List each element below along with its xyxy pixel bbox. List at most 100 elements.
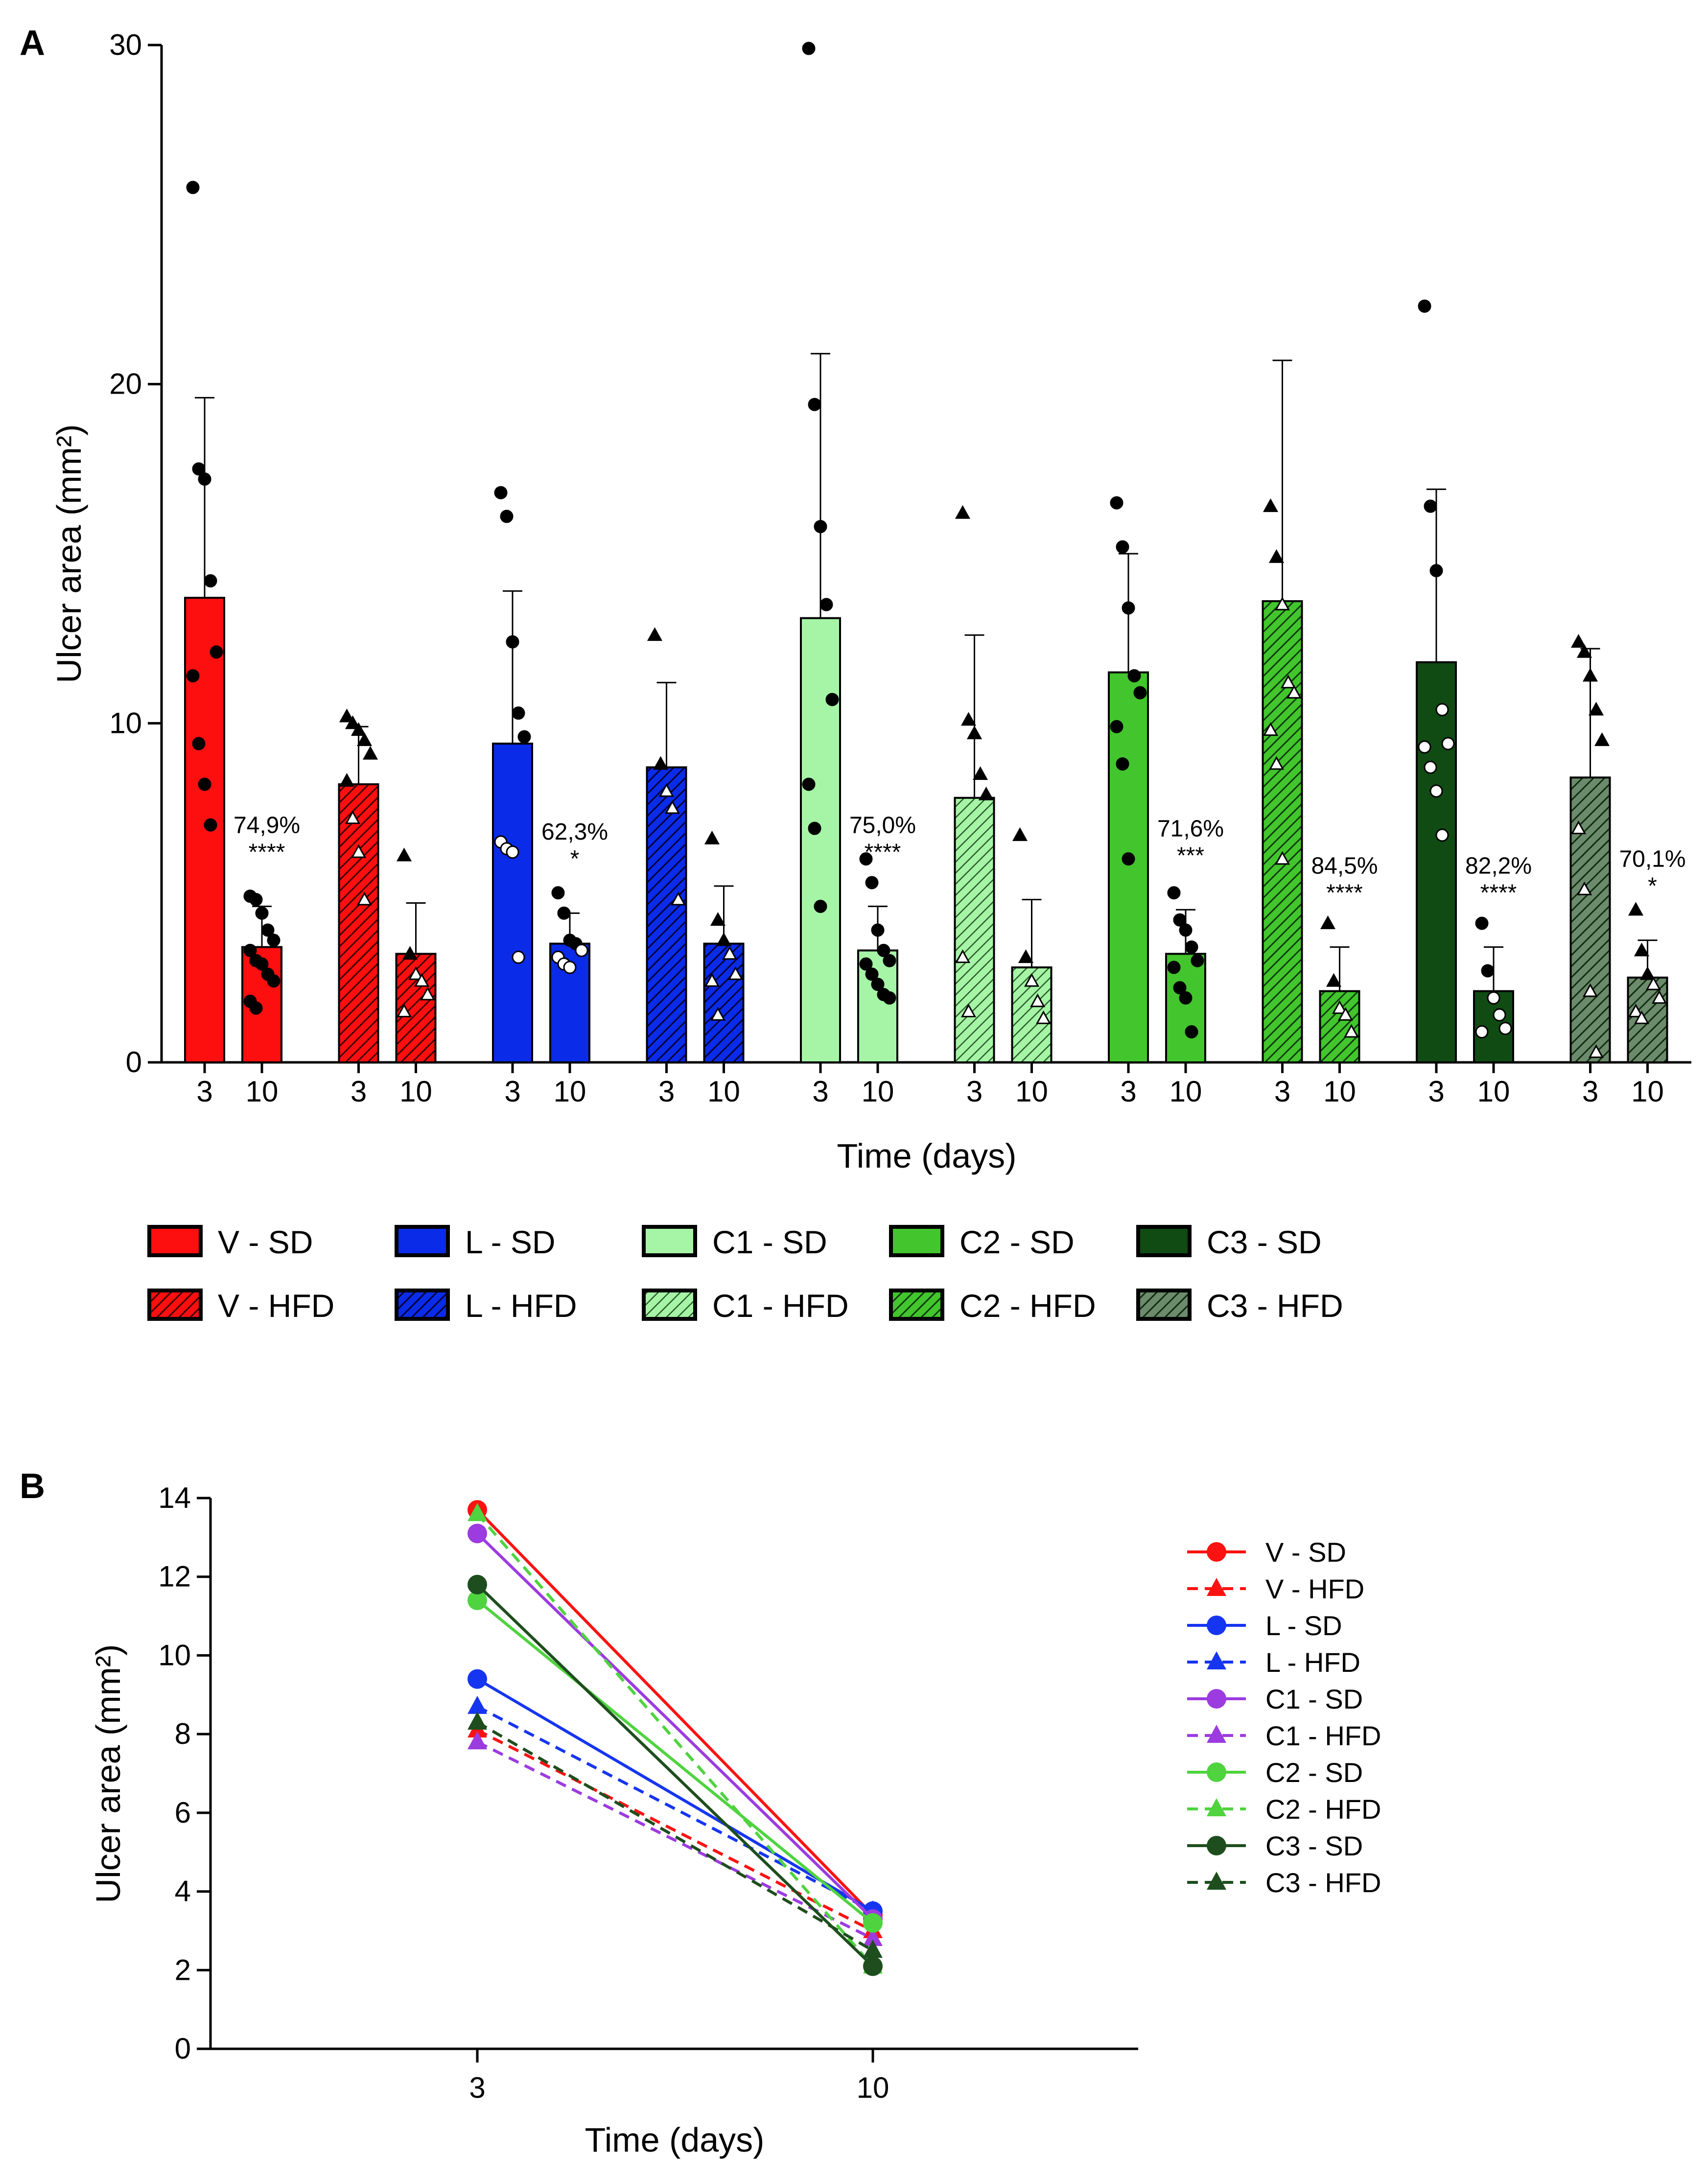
legend-marker-circle xyxy=(1207,1616,1226,1635)
data-point xyxy=(261,923,275,937)
series-line xyxy=(476,1509,874,1916)
series-marker-circle xyxy=(863,1956,883,1976)
data-point xyxy=(865,876,879,890)
legend-label: C2 - HFD xyxy=(959,1288,1096,1324)
panel-b-x-title: Time (days) xyxy=(585,2121,765,2159)
data-point xyxy=(716,932,732,946)
legend-marker-triangle xyxy=(1207,1651,1226,1669)
data-point xyxy=(1012,827,1028,841)
percent-annotation: 70,1% xyxy=(1619,846,1685,872)
panel-a-x-tick-label: 3 xyxy=(1428,1075,1444,1108)
series-marker-circle xyxy=(863,1913,883,1933)
panel-b-x-tick-label: 3 xyxy=(469,2071,485,2104)
panel-a-x-tick-label: 3 xyxy=(658,1075,675,1108)
series-marker-triangle xyxy=(468,1695,487,1714)
data-point xyxy=(1167,886,1181,900)
panel-a-y-title: Ulcer area (mm²) xyxy=(50,424,88,683)
data-point xyxy=(255,906,269,920)
data-point xyxy=(255,957,269,971)
legend-swatch xyxy=(147,1289,203,1321)
data-point xyxy=(1435,703,1449,717)
data-point xyxy=(808,821,821,835)
bar xyxy=(1569,776,1611,1064)
data-point xyxy=(1263,498,1279,512)
legend-label: C3 - HFD xyxy=(1207,1288,1343,1324)
data-point xyxy=(517,730,531,744)
series-marker-circle xyxy=(468,1590,487,1610)
significance-annotation: **** xyxy=(865,839,901,865)
data-point xyxy=(653,756,669,770)
data-point xyxy=(1185,940,1198,954)
panel-a-x-tick-label: 3 xyxy=(196,1075,212,1108)
panel-a-x-tick-label: 10 xyxy=(707,1075,740,1108)
data-point xyxy=(1651,990,1667,1004)
data-point xyxy=(408,966,424,980)
data-point xyxy=(955,949,971,963)
panel-a-x-tick-label: 10 xyxy=(1170,1075,1202,1108)
data-point xyxy=(1167,961,1181,974)
data-point xyxy=(512,706,525,720)
data-point xyxy=(1576,644,1592,658)
data-point xyxy=(1493,1008,1506,1022)
significance-annotation: * xyxy=(570,846,580,872)
data-point xyxy=(1582,668,1598,682)
panel-a-x-tick-label: 10 xyxy=(246,1075,279,1108)
series-marker-triangle xyxy=(468,1503,487,1522)
data-point xyxy=(1487,991,1500,1005)
legend-label: C3 - SD xyxy=(1207,1224,1322,1260)
data-point xyxy=(186,181,200,194)
data-point xyxy=(362,746,378,760)
data-point xyxy=(339,708,355,723)
panel-a-x-tick-label: 10 xyxy=(1477,1075,1510,1108)
legend-swatch xyxy=(642,1225,697,1257)
percent-annotation: 62,3% xyxy=(541,819,608,845)
data-point xyxy=(414,973,430,987)
series-line xyxy=(476,1532,874,1920)
data-point xyxy=(249,1001,263,1015)
legend-label: V - HFD xyxy=(218,1288,334,1324)
panel-a-x-tick-label: 10 xyxy=(399,1075,432,1108)
data-point xyxy=(1588,702,1604,716)
panel-a-x-tick-label: 10 xyxy=(1323,1075,1356,1108)
panel-b-y-tick-label: 6 xyxy=(175,1796,191,1829)
bar xyxy=(954,797,995,1063)
bar xyxy=(492,742,533,1063)
data-point xyxy=(186,669,200,682)
data-point xyxy=(1173,913,1187,927)
panel-b-y-tick-label: 4 xyxy=(175,1875,191,1908)
legend-swatch xyxy=(1136,1225,1192,1257)
data-point xyxy=(1191,954,1204,967)
percent-annotation: 82,2% xyxy=(1465,853,1532,879)
legend-label: C1 - SD xyxy=(712,1224,827,1260)
legend-label: C1 - SD xyxy=(1265,1684,1363,1714)
data-point xyxy=(1429,564,1443,578)
data-point xyxy=(351,844,367,858)
data-point xyxy=(1133,686,1147,700)
data-point xyxy=(1429,784,1443,798)
data-point xyxy=(1498,1022,1512,1035)
data-point xyxy=(1274,596,1290,610)
data-point xyxy=(512,950,525,964)
bar xyxy=(338,783,379,1063)
data-point xyxy=(647,627,663,641)
data-point xyxy=(267,934,281,947)
legend-label: C3 - SD xyxy=(1265,1830,1363,1861)
data-point xyxy=(1280,675,1296,689)
bar xyxy=(1627,976,1668,1064)
data-point xyxy=(1645,976,1661,990)
data-point xyxy=(500,510,514,523)
significance-annotation: *** xyxy=(1177,843,1204,868)
data-point xyxy=(210,645,223,659)
data-point xyxy=(1424,499,1437,513)
panel-a-x-tick-label: 10 xyxy=(1015,1075,1048,1108)
data-point xyxy=(1475,1025,1489,1039)
data-point xyxy=(506,635,519,649)
legend-label: C3 - HFD xyxy=(1265,1867,1381,1898)
panel-a-legend: V - SD L - SD C1 - SD C2 - SD C3 - SD V - HFD… xyxy=(147,1224,1343,1324)
significance-annotation: **** xyxy=(1480,880,1517,906)
data-point xyxy=(1274,851,1290,865)
data-point xyxy=(1263,722,1279,736)
legend-swatch xyxy=(889,1225,944,1257)
panel-a-x-tick-label: 10 xyxy=(862,1075,894,1108)
data-point xyxy=(814,520,827,534)
